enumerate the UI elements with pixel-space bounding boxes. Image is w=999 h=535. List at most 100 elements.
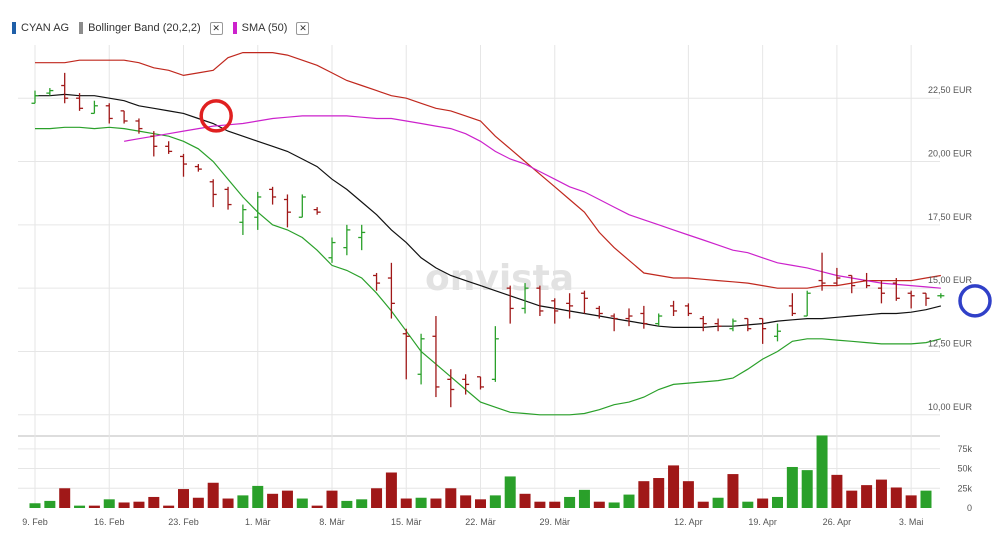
volume-bar <box>430 498 442 508</box>
x-tick-label: 9. Feb <box>22 517 48 527</box>
volume-bar <box>311 505 323 508</box>
volume-tick-label: 50k <box>957 464 972 474</box>
grid <box>18 45 940 508</box>
indicator-lines <box>35 51 942 416</box>
volume-bar <box>608 502 620 508</box>
volume-bar <box>400 498 412 508</box>
volume-bar <box>578 489 590 508</box>
ohlc-bar <box>76 93 84 111</box>
ohlc-bar <box>640 305 648 329</box>
ohlc-bar <box>848 274 856 294</box>
ohlc-bar <box>788 293 796 317</box>
ohlc-bar <box>387 262 395 319</box>
ohlc-bar <box>165 141 173 154</box>
volume-tick-label: 25k <box>957 483 972 493</box>
ohlc-bar <box>358 224 366 251</box>
ohlc-bar <box>417 333 425 385</box>
x-tick-label: 15. Mär <box>391 517 422 527</box>
volume-bar <box>445 488 457 508</box>
volume-bar <box>861 485 873 508</box>
volume-bar <box>564 496 576 508</box>
volume-bar <box>593 501 605 508</box>
close-icon[interactable]: ✕ <box>209 21 223 35</box>
ohlc-bar <box>536 285 544 317</box>
volume-bar <box>920 490 932 508</box>
volume-bar <box>296 498 308 508</box>
ohlc-bar <box>239 204 247 235</box>
ohlc-bar <box>402 328 410 380</box>
y-tick-label: 22,50 EUR <box>928 85 973 95</box>
volume-bar <box>326 490 338 508</box>
x-tick-label: 19. Apr <box>748 517 777 527</box>
ohlc-bar <box>491 326 499 382</box>
x-tick-label: 1. Mär <box>245 517 271 527</box>
ohlc-bar <box>105 103 113 124</box>
x-tick-label: 22. Mär <box>465 517 496 527</box>
upper-band-line <box>35 51 941 289</box>
volume-bar <box>371 488 383 508</box>
ohlc-bar <box>61 72 69 104</box>
legend-swatch <box>79 22 84 34</box>
ohlc-bar <box>477 376 484 390</box>
ohlc-bar <box>580 290 588 314</box>
ohlc-bar <box>729 318 737 332</box>
y-tick-label: 17,50 EUR <box>928 212 973 222</box>
ohlc-bar <box>298 194 306 218</box>
ohlc-bar <box>744 317 752 332</box>
close-icon[interactable]: ✕ <box>296 21 310 35</box>
axes: 10,00 EUR 12,50 EUR 15,00 EUR 17,50 EUR 20,0… <box>22 85 972 527</box>
ohlc-bar <box>269 186 277 205</box>
volume-bar <box>742 501 754 508</box>
ohlc-bar <box>670 300 678 317</box>
volume-bar <box>118 502 130 508</box>
volume-bar <box>519 493 531 508</box>
volume-bar <box>74 505 86 508</box>
volume-bar <box>757 498 769 508</box>
ohlc-bar <box>684 303 692 317</box>
ohlc-bar <box>462 374 470 395</box>
red-circle-annotation <box>199 99 233 133</box>
volume-bar <box>385 472 397 508</box>
volume-bar <box>44 500 56 508</box>
volume-bar <box>178 489 189 508</box>
volume-bar <box>727 474 739 508</box>
volume-bars <box>29 435 932 508</box>
volume-bar <box>623 494 635 508</box>
y-tick-label: 15,00 EUR <box>928 275 973 285</box>
volume-bar <box>281 490 293 508</box>
x-tick-label: 3. Mai <box>899 517 924 527</box>
volume-bar <box>534 501 546 508</box>
ohlc-bar <box>224 186 232 210</box>
annotations <box>199 99 992 318</box>
ohlc-bar <box>313 207 321 215</box>
ohlc-bar <box>194 164 202 172</box>
lower-band-line <box>35 126 942 416</box>
volume-bar <box>831 474 843 508</box>
ohlc-bar <box>432 316 440 398</box>
ohlc-bar <box>863 272 871 289</box>
ohlc-bar <box>907 290 915 309</box>
volume-bar <box>133 501 145 508</box>
ohlc-bar <box>521 283 529 314</box>
ohlc-bar <box>90 100 98 115</box>
volume-bar <box>489 495 501 508</box>
volume-bar <box>697 501 709 508</box>
ohlc-bar <box>655 313 663 327</box>
legend-item-sma: SMA (50) ✕ <box>232 21 310 35</box>
volume-bar <box>682 481 694 508</box>
legend-label: CYAN AG <box>21 22 70 34</box>
ohlc-bar <box>447 369 455 408</box>
ohlc-bar <box>922 292 930 306</box>
x-tick-label: 16. Feb <box>94 517 125 527</box>
volume-bar <box>222 498 234 508</box>
ohlc-bar <box>46 88 54 96</box>
ohlc-bar <box>343 224 351 256</box>
y-tick-label: 20,00 EUR <box>928 149 973 159</box>
ohlc-bar <box>699 316 707 332</box>
blue-circle-annotation <box>958 284 992 318</box>
volume-bar <box>875 479 887 508</box>
volume-bar <box>415 497 427 508</box>
ohlc-bar <box>180 153 187 177</box>
y-tick-label: 10,00 EUR <box>928 402 973 412</box>
